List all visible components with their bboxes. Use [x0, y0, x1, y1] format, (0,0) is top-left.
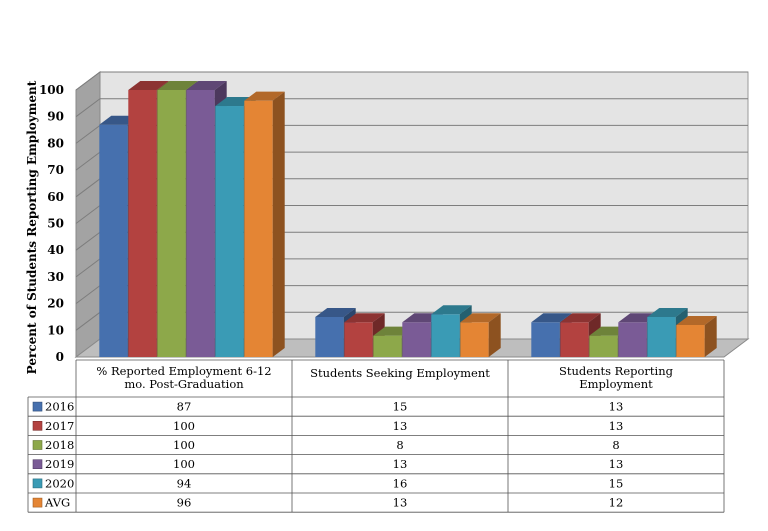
- bar-front: [560, 322, 589, 357]
- bar-front: [647, 316, 676, 357]
- table-data-cell: 16: [393, 476, 408, 490]
- bar-front: [128, 90, 157, 357]
- bar-front: [618, 322, 647, 357]
- bar-top: [186, 81, 227, 90]
- bar-front: [186, 90, 215, 357]
- legend-series-name: 2020: [45, 476, 74, 490]
- bar-top: [244, 91, 285, 101]
- table-data-cell: 96: [177, 496, 192, 510]
- bar-front: [373, 335, 402, 357]
- y-tick-label: 70: [47, 163, 64, 177]
- bar-front: [99, 124, 128, 358]
- table-data-cell: 100: [173, 457, 195, 471]
- legend-key: [32, 440, 43, 450]
- y-tick-label: 0: [56, 350, 64, 364]
- legend-key: [32, 401, 43, 412]
- table-data-cell: 94: [177, 476, 192, 490]
- table-data-cell: 13: [609, 457, 624, 471]
- bar-top: [647, 307, 688, 317]
- bars: [99, 81, 717, 358]
- table-header-cell: Employment: [579, 377, 653, 391]
- legend-series-name: 2018: [45, 438, 74, 452]
- y-tick-label: 20: [47, 297, 64, 311]
- bar-side: [704, 315, 717, 357]
- bar-front: [676, 324, 705, 357]
- legend-key: [32, 459, 43, 470]
- bar-top: [344, 313, 385, 323]
- bar-front: [402, 322, 431, 357]
- legend-series-name: 2017: [45, 419, 74, 433]
- table-data-cell: 13: [609, 400, 624, 414]
- bar-front: [244, 100, 273, 358]
- gridline: [75, 71, 748, 91]
- table-data-cell: 15: [393, 400, 408, 414]
- y-tick-label: 10: [47, 323, 64, 337]
- y-tick-label: 80: [47, 136, 64, 150]
- table-data-cell: 13: [393, 457, 408, 471]
- legend-series-name: 2019: [45, 457, 74, 471]
- table-data-cell: 8: [396, 438, 403, 452]
- y-axis: 0 10 20 30 40 50 60 70 80 90 100: [39, 83, 64, 364]
- bar-top: [157, 81, 198, 90]
- y-tick-label: 100: [39, 83, 64, 97]
- y-tick-label: 90: [47, 110, 64, 124]
- bar-top: [460, 313, 501, 323]
- bar-front: [431, 314, 460, 357]
- y-tick-label: 50: [47, 217, 64, 231]
- bar-side: [488, 313, 501, 357]
- table-data-cell: 100: [173, 438, 195, 452]
- legend-key: [32, 478, 43, 489]
- table-data-cell: 13: [393, 496, 408, 510]
- table-data-cell: 87: [177, 400, 192, 414]
- table-header-cell: Students Reporting: [559, 364, 674, 378]
- table-data-cell: 13: [393, 419, 408, 433]
- table-data-cell: 12: [609, 496, 624, 510]
- bar-side: [272, 91, 285, 358]
- bar-top: [431, 305, 472, 315]
- table-header-cell: mo. Post-Graduation: [124, 377, 244, 391]
- bar-top: [676, 315, 717, 325]
- bar-front: [589, 335, 618, 357]
- bar-front: [315, 316, 344, 357]
- legend-key: [32, 420, 43, 431]
- y-tick-label: 40: [47, 243, 64, 257]
- y-tick-label: 60: [47, 190, 64, 204]
- table-header-cell: % Reported Employment 6-12: [96, 364, 271, 378]
- bar-front: [531, 322, 560, 357]
- table-data-cell: 8: [612, 438, 619, 452]
- bar: [244, 91, 285, 358]
- table-data-cell: 13: [609, 419, 624, 433]
- bar-front: [460, 322, 489, 357]
- bar-top: [315, 307, 356, 317]
- legend-key: [32, 497, 43, 508]
- bar-front: [344, 322, 373, 357]
- y-axis-title: Percent of Students Reporting Employment: [25, 80, 39, 374]
- legend-series-name: 2016: [45, 400, 74, 414]
- gridline: [75, 98, 748, 118]
- bar-top: [560, 313, 601, 323]
- y-tick-label: 30: [47, 270, 64, 284]
- bar-top: [531, 313, 572, 323]
- bar: [676, 315, 717, 357]
- bar: [460, 313, 501, 357]
- bar-front: [157, 90, 186, 357]
- table-data-cell: 100: [173, 419, 195, 433]
- legend-series-name: AVG: [44, 496, 70, 510]
- table-data-cell: 15: [609, 476, 624, 490]
- table-header-cell: Students Seeking Employment: [310, 366, 490, 380]
- bar-top: [128, 81, 169, 90]
- bar-front: [215, 106, 244, 358]
